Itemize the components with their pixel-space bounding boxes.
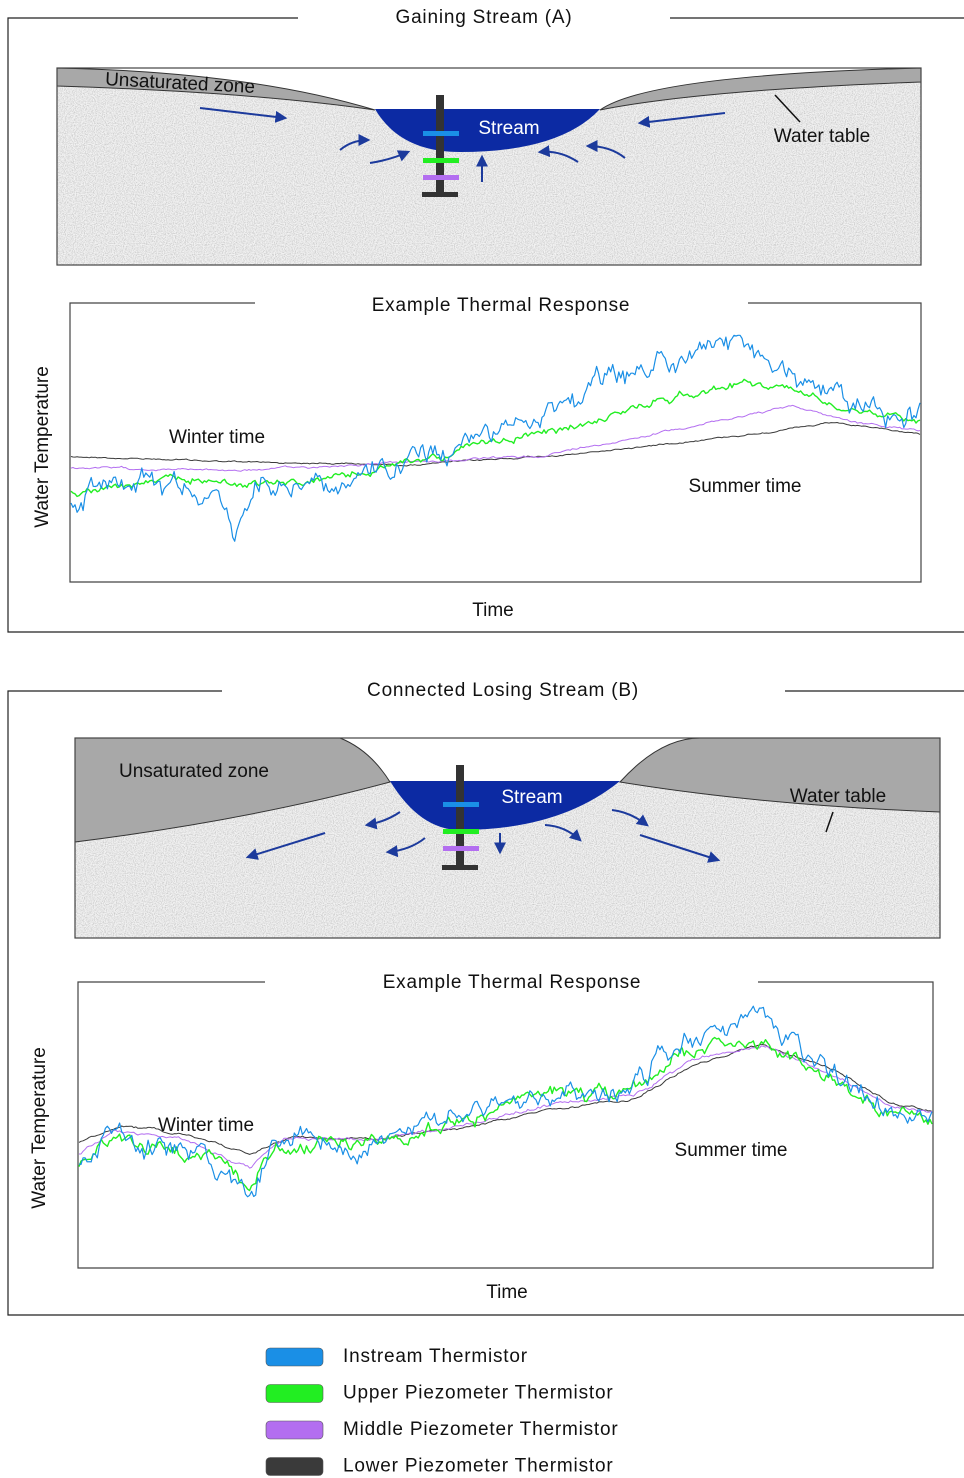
sensor-middle (423, 175, 459, 180)
flow-arrow (637, 112, 726, 128)
legend-swatch (265, 1347, 324, 1367)
panel-a: Gaining Stream (A) Unsaturated zone Stre… (7, 7, 964, 633)
thermal-curve (70, 404, 921, 472)
sensor-instream (443, 802, 479, 807)
thermal-curve (78, 1005, 933, 1198)
y-axis-label: Water Temperature (32, 366, 53, 528)
x-axis-label: Time (472, 600, 514, 621)
summer-label: Summer time (689, 476, 802, 497)
panel-title: Connected Losing Stream (B) (367, 680, 639, 701)
y-axis-label: Water Temperature (29, 1047, 50, 1209)
winter-label: Winter time (169, 427, 265, 448)
stream-label: Stream (501, 787, 562, 808)
piezometer-base (422, 192, 458, 197)
legend-label: Upper Piezometer Thermistor (343, 1383, 613, 1404)
flow-arrow (385, 837, 426, 858)
thermal-curve (70, 334, 921, 542)
flow-arrow (364, 811, 401, 830)
diagram-border (74, 737, 941, 939)
unsaturated-label: Unsaturated zone (119, 761, 269, 782)
legend-label: Middle Piezometer Thermistor (343, 1419, 618, 1440)
diagram-border (56, 67, 922, 266)
sensor-middle (443, 846, 479, 851)
chart-border (77, 981, 934, 1269)
leader-line (774, 94, 801, 123)
piezometer (456, 765, 464, 868)
sensor-instream (423, 131, 459, 136)
panel-b: Connected Losing Stream (B) Unsaturated … (7, 680, 964, 1316)
diagram: Unsaturated zone Stream Water table (56, 67, 922, 266)
water-table-label: Water table (774, 126, 870, 147)
thermal-curve (79, 1045, 933, 1169)
chart-title: Example Thermal Response (372, 295, 631, 316)
panel-frame (7, 17, 964, 633)
unsaturated-zone (619, 737, 941, 813)
stream-label: Stream (478, 118, 539, 139)
air (57, 67, 921, 110)
curves (70, 334, 921, 542)
unsaturated-zone (74, 737, 391, 843)
legend-swatch (265, 1384, 324, 1403)
leader-line (825, 811, 834, 833)
legend-swatch (265, 1420, 324, 1440)
legend-label: Lower Piezometer Thermistor (343, 1456, 613, 1477)
panel-title: Gaining Stream (A) (395, 7, 572, 28)
flow-arrow (199, 107, 288, 123)
water-table-label: Water table (790, 786, 886, 807)
thermal-curve (70, 378, 921, 498)
sensor-upper (443, 829, 479, 834)
piezometer (436, 95, 444, 195)
curves (78, 1005, 933, 1198)
flow-arrow (369, 150, 411, 164)
legend: Instream Thermistor Upper Piezometer Ther… (265, 1346, 618, 1477)
sensor-upper (423, 158, 459, 163)
stream (375, 109, 600, 152)
chart: Example Thermal Response Water Temperatu… (29, 972, 934, 1303)
chart: Example Thermal Response Water Temperatu… (32, 295, 922, 621)
flow-arrow (585, 140, 626, 159)
winter-label: Winter time (158, 1115, 254, 1136)
thermal-curve (70, 422, 921, 467)
x-axis-label: Time (486, 1282, 528, 1303)
diagram: Unsaturated zone Stream Water table (74, 737, 941, 939)
unsaturated-zone (56, 67, 376, 111)
panel-frame (7, 690, 964, 1316)
thermal-curve (78, 1036, 933, 1192)
legend-label: Instream Thermistor (343, 1346, 528, 1367)
piezometer-base (442, 865, 478, 870)
thermal-curve (78, 1043, 933, 1155)
chart-border (69, 302, 922, 583)
flow-arrow (639, 834, 721, 863)
summer-label: Summer time (675, 1140, 788, 1161)
chart-title: Example Thermal Response (383, 972, 642, 993)
flow-arrow (611, 809, 649, 827)
legend-swatch (265, 1457, 324, 1476)
flow-arrow (537, 145, 579, 163)
stream (390, 781, 620, 830)
flow-arrow (339, 134, 371, 151)
air (340, 737, 700, 782)
flow-arrow (245, 832, 326, 860)
flow-arrow (544, 824, 582, 842)
